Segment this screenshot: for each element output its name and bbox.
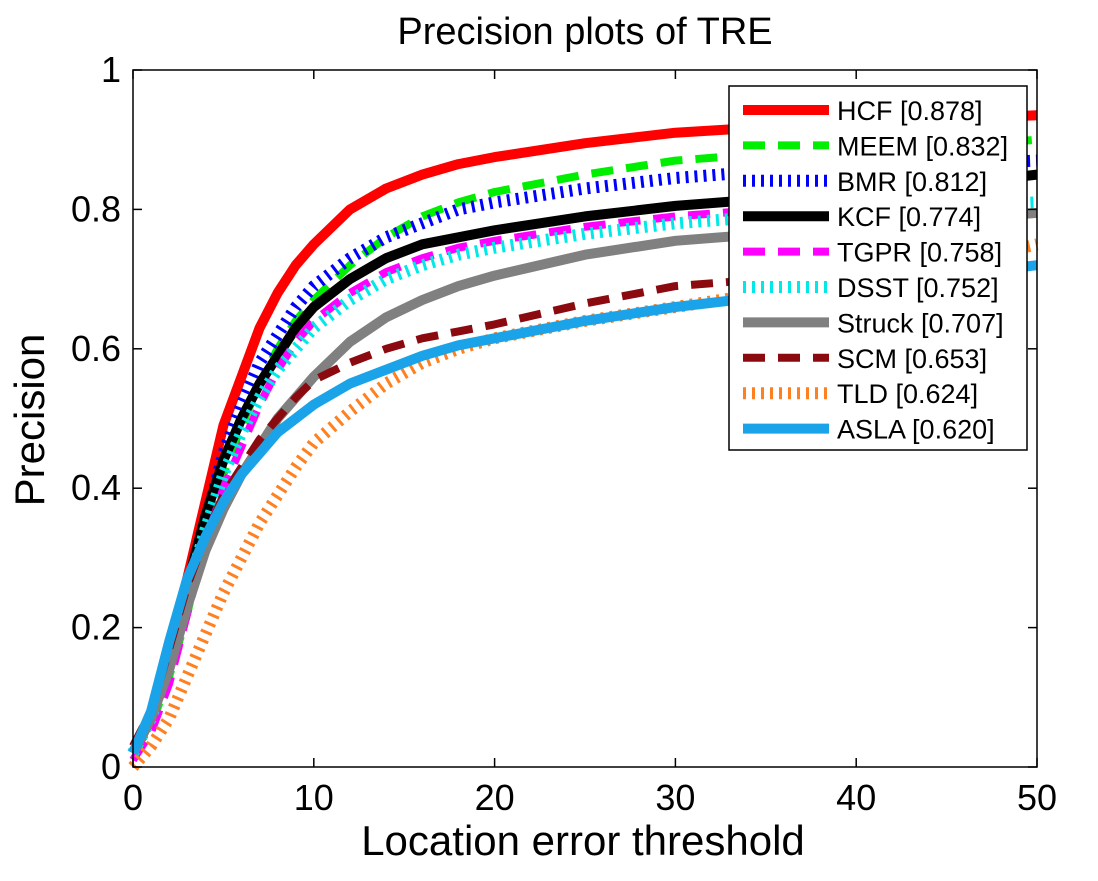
x-tick-label: 20 <box>475 777 515 818</box>
y-tick-label: 0.8 <box>71 188 121 229</box>
x-axis-label: Location error threshold <box>361 817 805 864</box>
legend-label: DSST [0.752] <box>837 273 999 303</box>
legend-label: TLD [0.624] <box>837 379 978 409</box>
y-tick-label: 0.2 <box>71 607 121 648</box>
y-tick-label: 0 <box>101 746 121 787</box>
legend-label: BMR [0.812] <box>837 167 987 197</box>
legend: HCF [0.878] MEEM [0.832] BMR [0.812] KCF [0… <box>728 85 1028 451</box>
x-tick-label: 40 <box>836 777 876 818</box>
x-tick-label: 50 <box>1017 777 1057 818</box>
series-line-struck <box>128 207 1038 756</box>
series-line-asla <box>128 260 1038 756</box>
legend-label: HCF [0.878] <box>837 96 983 126</box>
axes-frame <box>132 69 1038 768</box>
y-tick-label: 0.6 <box>71 328 121 369</box>
x-tick-label: 10 <box>294 777 334 818</box>
legend-label: ASLA [0.620] <box>837 415 995 445</box>
y-tick-label: 1 <box>101 49 121 90</box>
x-tick-label: 0 <box>123 777 143 818</box>
chart-title: Precision plots of TRE <box>397 11 772 53</box>
legend-label: KCF [0.774] <box>837 202 981 232</box>
x-tick-label: 30 <box>655 777 695 818</box>
y-tick-label: 0.4 <box>71 467 121 508</box>
y-axis-label: Precision <box>6 334 53 507</box>
legend-label: Struck [0.707] <box>837 308 1004 338</box>
legend-label: TGPR [0.758] <box>837 238 1002 268</box>
series-line-tld <box>128 238 1039 771</box>
legend-label: MEEM [0.832] <box>837 131 1008 161</box>
legend-label: SCM [0.653] <box>837 344 987 374</box>
